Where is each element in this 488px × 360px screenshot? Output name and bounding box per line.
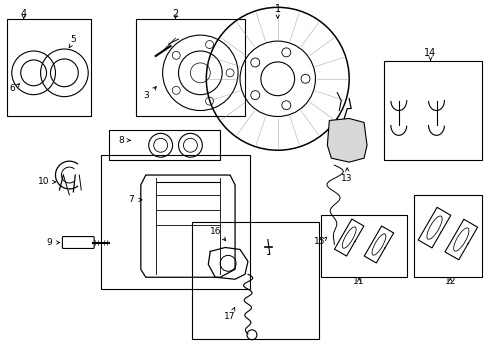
Text: 13: 13 (341, 174, 352, 183)
Text: 10: 10 (38, 177, 49, 186)
Text: 5: 5 (70, 35, 76, 44)
Text: 16: 16 (209, 227, 221, 236)
Polygon shape (326, 118, 366, 162)
Text: 14: 14 (424, 48, 436, 58)
Text: 15: 15 (313, 237, 325, 246)
Text: 9: 9 (46, 238, 52, 247)
Text: 6: 6 (9, 84, 15, 93)
Text: 11: 11 (353, 277, 364, 286)
Text: 2: 2 (172, 9, 178, 19)
Text: 17: 17 (224, 312, 235, 321)
Text: 4: 4 (20, 9, 27, 19)
Text: 7: 7 (128, 195, 134, 204)
Text: 3: 3 (142, 91, 148, 100)
Text: 8: 8 (118, 136, 123, 145)
Text: 12: 12 (444, 277, 455, 286)
Text: 1: 1 (274, 4, 280, 14)
